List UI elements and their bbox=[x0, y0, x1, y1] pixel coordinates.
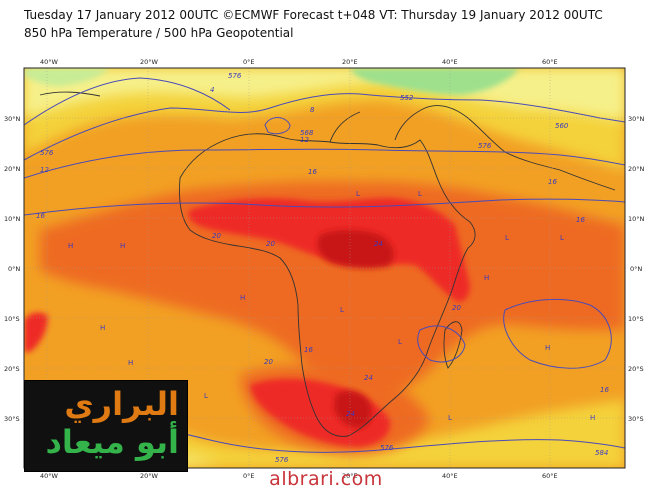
lon-label: 40°E bbox=[442, 58, 458, 66]
temperature-label: 24 bbox=[374, 240, 383, 248]
site-url: albrari.com bbox=[269, 468, 383, 490]
temperature-label: 20 bbox=[266, 240, 275, 248]
lat-label: 30°N bbox=[628, 115, 645, 123]
lon-label: 0°E bbox=[243, 472, 255, 480]
lon-label: 60°E bbox=[542, 472, 558, 480]
contour-label: 584 bbox=[595, 449, 608, 457]
temperature-label: 4 bbox=[210, 86, 214, 94]
pressure-mark: H bbox=[128, 359, 133, 367]
contour-label: 560 bbox=[555, 122, 569, 130]
lat-label: 20°S bbox=[4, 365, 20, 373]
pressure-mark: H bbox=[68, 242, 73, 250]
hot-zone-tropics bbox=[40, 181, 625, 400]
lat-label: 10°S bbox=[4, 315, 20, 323]
lon-label: 40°W bbox=[40, 58, 59, 66]
temperature-label: 20 bbox=[264, 358, 273, 366]
temperature-label: 16 bbox=[600, 386, 609, 394]
temperature-label: 16 bbox=[36, 212, 45, 220]
pressure-mark: L bbox=[418, 190, 422, 198]
contour-label: 552 bbox=[400, 94, 414, 102]
lon-label: 20°W bbox=[140, 472, 159, 480]
lat-label: 20°N bbox=[628, 165, 645, 173]
map-title: Tuesday 17 January 2012 00UTC ©ECMWF For… bbox=[24, 8, 603, 22]
lat-label: 30°N bbox=[4, 115, 21, 123]
pressure-mark: L bbox=[356, 190, 360, 198]
lat-label: 10°N bbox=[4, 215, 21, 223]
lat-label: 10°N bbox=[628, 215, 645, 223]
latitude-axis-left: 30°N 20°N 10°N 0°N 10°S 20°S 30°S bbox=[4, 115, 21, 423]
lon-label: 20°W bbox=[140, 58, 159, 66]
lat-label: 30°S bbox=[4, 415, 20, 423]
contour-label: 576 bbox=[380, 444, 394, 452]
logo-line-2: أبو ميعاد bbox=[45, 423, 179, 461]
logo-line-1: البراري bbox=[64, 385, 179, 423]
contour-label: 576 bbox=[228, 72, 242, 80]
pressure-mark: H bbox=[240, 294, 245, 302]
temperature-label: 24 bbox=[364, 374, 373, 382]
pressure-mark: L bbox=[340, 306, 344, 314]
temperature-label: 16 bbox=[548, 178, 557, 186]
extreme-core-north bbox=[317, 229, 394, 269]
temperature-label: 16 bbox=[576, 216, 585, 224]
temperature-label: 24 bbox=[346, 410, 355, 418]
very-hot-zone-west bbox=[24, 312, 48, 352]
temperature-label: 20 bbox=[212, 232, 221, 240]
lat-label: 30°S bbox=[628, 415, 644, 423]
temperature-value-labels: 4 8 12 12 16 16 16 16 20 20 20 24 24 24 … bbox=[36, 86, 609, 418]
lat-label: 20°S bbox=[628, 365, 644, 373]
pressure-mark: H bbox=[590, 414, 595, 422]
temperature-label: 16 bbox=[304, 346, 313, 354]
longitude-axis: 40°W 20°W 0°E 20°E 40°E 60°E bbox=[40, 58, 558, 66]
pressure-mark: H bbox=[120, 242, 125, 250]
lat-label: 0°N bbox=[630, 265, 642, 273]
pressure-mark: L bbox=[505, 234, 509, 242]
pressure-mark: L bbox=[204, 392, 208, 400]
watermark-logo: البراري أبو ميعاد bbox=[24, 380, 188, 472]
lon-label: 40°W bbox=[40, 472, 59, 480]
latitude-axis-right: 30°N 20°N 10°N 0°N 10°S 20°S 30°S bbox=[628, 115, 645, 423]
lon-label: 20°E bbox=[342, 472, 358, 480]
lat-label: 10°S bbox=[628, 315, 644, 323]
lat-label: 0°N bbox=[8, 265, 20, 273]
contour-label: 576 bbox=[275, 456, 289, 464]
temperature-label: 12 bbox=[300, 136, 309, 144]
lon-label: 40°E bbox=[442, 472, 458, 480]
lon-label: 0°E bbox=[243, 58, 255, 66]
map-subtitle: 850 hPa Temperature / 500 hPa Geopotenti… bbox=[24, 26, 294, 40]
map-frame bbox=[23, 67, 626, 469]
contour-label: 576 bbox=[478, 142, 492, 150]
lon-label: 20°E bbox=[342, 58, 358, 66]
lon-label: 60°E bbox=[542, 58, 558, 66]
pressure-mark: L bbox=[398, 338, 402, 346]
pressure-mark: H bbox=[100, 324, 105, 332]
pressure-marks: H H H H L L L L L H H L H L H L bbox=[68, 190, 595, 422]
coastlines bbox=[39, 91, 616, 437]
pressure-mark: L bbox=[560, 234, 564, 242]
temperature-label: 20 bbox=[452, 304, 461, 312]
temperature-field: 576 576 552 560 576 568 576 584 576 4 8 … bbox=[24, 68, 625, 468]
extreme-core-south bbox=[334, 390, 372, 428]
temperature-label: 8 bbox=[310, 106, 315, 114]
contour-label: 568 bbox=[300, 129, 314, 137]
longitude-axis-bottom: 40°W 20°W 0°E 20°E 40°E 60°E bbox=[40, 472, 558, 480]
lat-label: 20°N bbox=[4, 165, 21, 173]
temperature-label: 12 bbox=[40, 166, 49, 174]
pressure-mark: H bbox=[545, 344, 550, 352]
cold-zone-northwest bbox=[24, 68, 110, 86]
pressure-mark: H bbox=[484, 274, 489, 282]
temperature-label: 16 bbox=[308, 168, 317, 176]
cold-zone-north bbox=[350, 68, 520, 95]
